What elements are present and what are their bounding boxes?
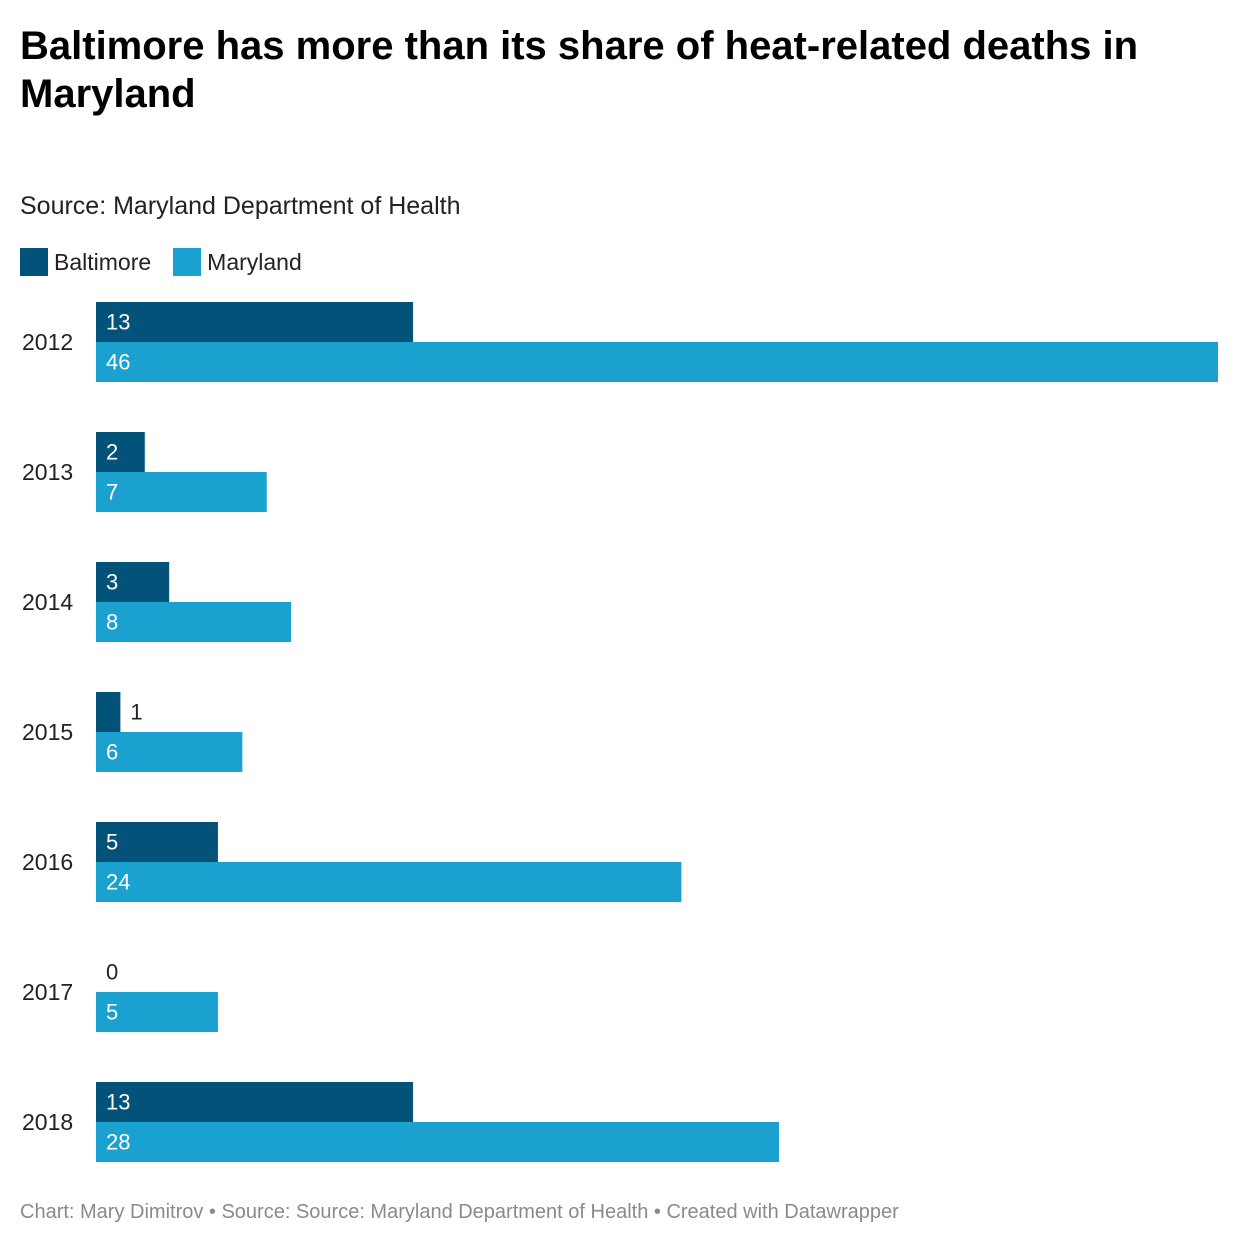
data-label-baltimore-2015: 1 xyxy=(130,700,142,725)
data-label-maryland-2013: 7 xyxy=(106,480,118,505)
legend-swatch-baltimore xyxy=(20,248,48,276)
bar-baltimore-2013 xyxy=(96,432,145,472)
bar-maryland-2014 xyxy=(96,602,292,642)
legend-label-baltimore: Baltimore xyxy=(54,248,152,275)
bar-baltimore-2014 xyxy=(96,562,170,602)
data-label-baltimore-2013: 2 xyxy=(106,440,118,465)
data-label-maryland-2014: 8 xyxy=(106,610,118,635)
legend: Baltimore Maryland xyxy=(20,248,324,276)
bar-baltimore-2016 xyxy=(96,822,218,862)
bar-maryland-2015 xyxy=(96,732,243,772)
data-label-maryland-2017: 5 xyxy=(106,1000,118,1025)
data-label-baltimore-2018: 13 xyxy=(106,1090,130,1115)
bar-baltimore-2015 xyxy=(96,692,121,732)
legend-swatch-maryland xyxy=(173,248,202,276)
y-tick-label-2017: 2017 xyxy=(22,979,73,1005)
bar-maryland-2016 xyxy=(96,862,682,902)
bar-chart: 2012 13 46 2013 2 7 2014 3 8 2015 16 2016 5 24 2017 0 5 2… xyxy=(22,302,1218,1162)
legend-item-baltimore: Baltimore xyxy=(20,248,151,276)
data-label-baltimore-2016: 5 xyxy=(106,830,118,855)
y-tick-label-2014: 2014 xyxy=(22,589,73,615)
data-label-baltimore-2012: 13 xyxy=(106,310,130,335)
data-label-maryland-2018: 28 xyxy=(106,1130,130,1155)
data-label-maryland-2012: 46 xyxy=(106,350,130,375)
bar-maryland-2018 xyxy=(96,1122,779,1162)
chart-title: Baltimore has more than its share of hea… xyxy=(20,24,1139,116)
chart-footer: Chart: Mary Dimitrov • Source: Source: M… xyxy=(20,1201,899,1223)
data-label-maryland-2015: 6 xyxy=(106,740,118,765)
bar-baltimore-2012 xyxy=(96,302,414,342)
bar-maryland-2012 xyxy=(96,342,1218,382)
legend-item-maryland: Maryland xyxy=(173,248,302,276)
data-label-baltimore-2017: 0 xyxy=(106,960,118,985)
data-label-maryland-2016: 24 xyxy=(106,870,130,895)
y-tick-label-2012: 2012 xyxy=(22,329,73,355)
bar-baltimore-2018 xyxy=(96,1082,414,1122)
y-tick-label-2013: 2013 xyxy=(22,459,73,485)
y-tick-label-2015: 2015 xyxy=(22,719,73,745)
data-label-baltimore-2014: 3 xyxy=(106,570,118,595)
chart-subtitle: Source: Maryland Department of Health xyxy=(20,192,461,220)
bar-maryland-2013 xyxy=(96,472,267,512)
y-tick-label-2018: 2018 xyxy=(22,1109,73,1135)
bar-maryland-2017 xyxy=(96,992,218,1032)
y-tick-label-2016: 2016 xyxy=(22,849,73,875)
legend-label-maryland: Maryland xyxy=(207,248,302,275)
